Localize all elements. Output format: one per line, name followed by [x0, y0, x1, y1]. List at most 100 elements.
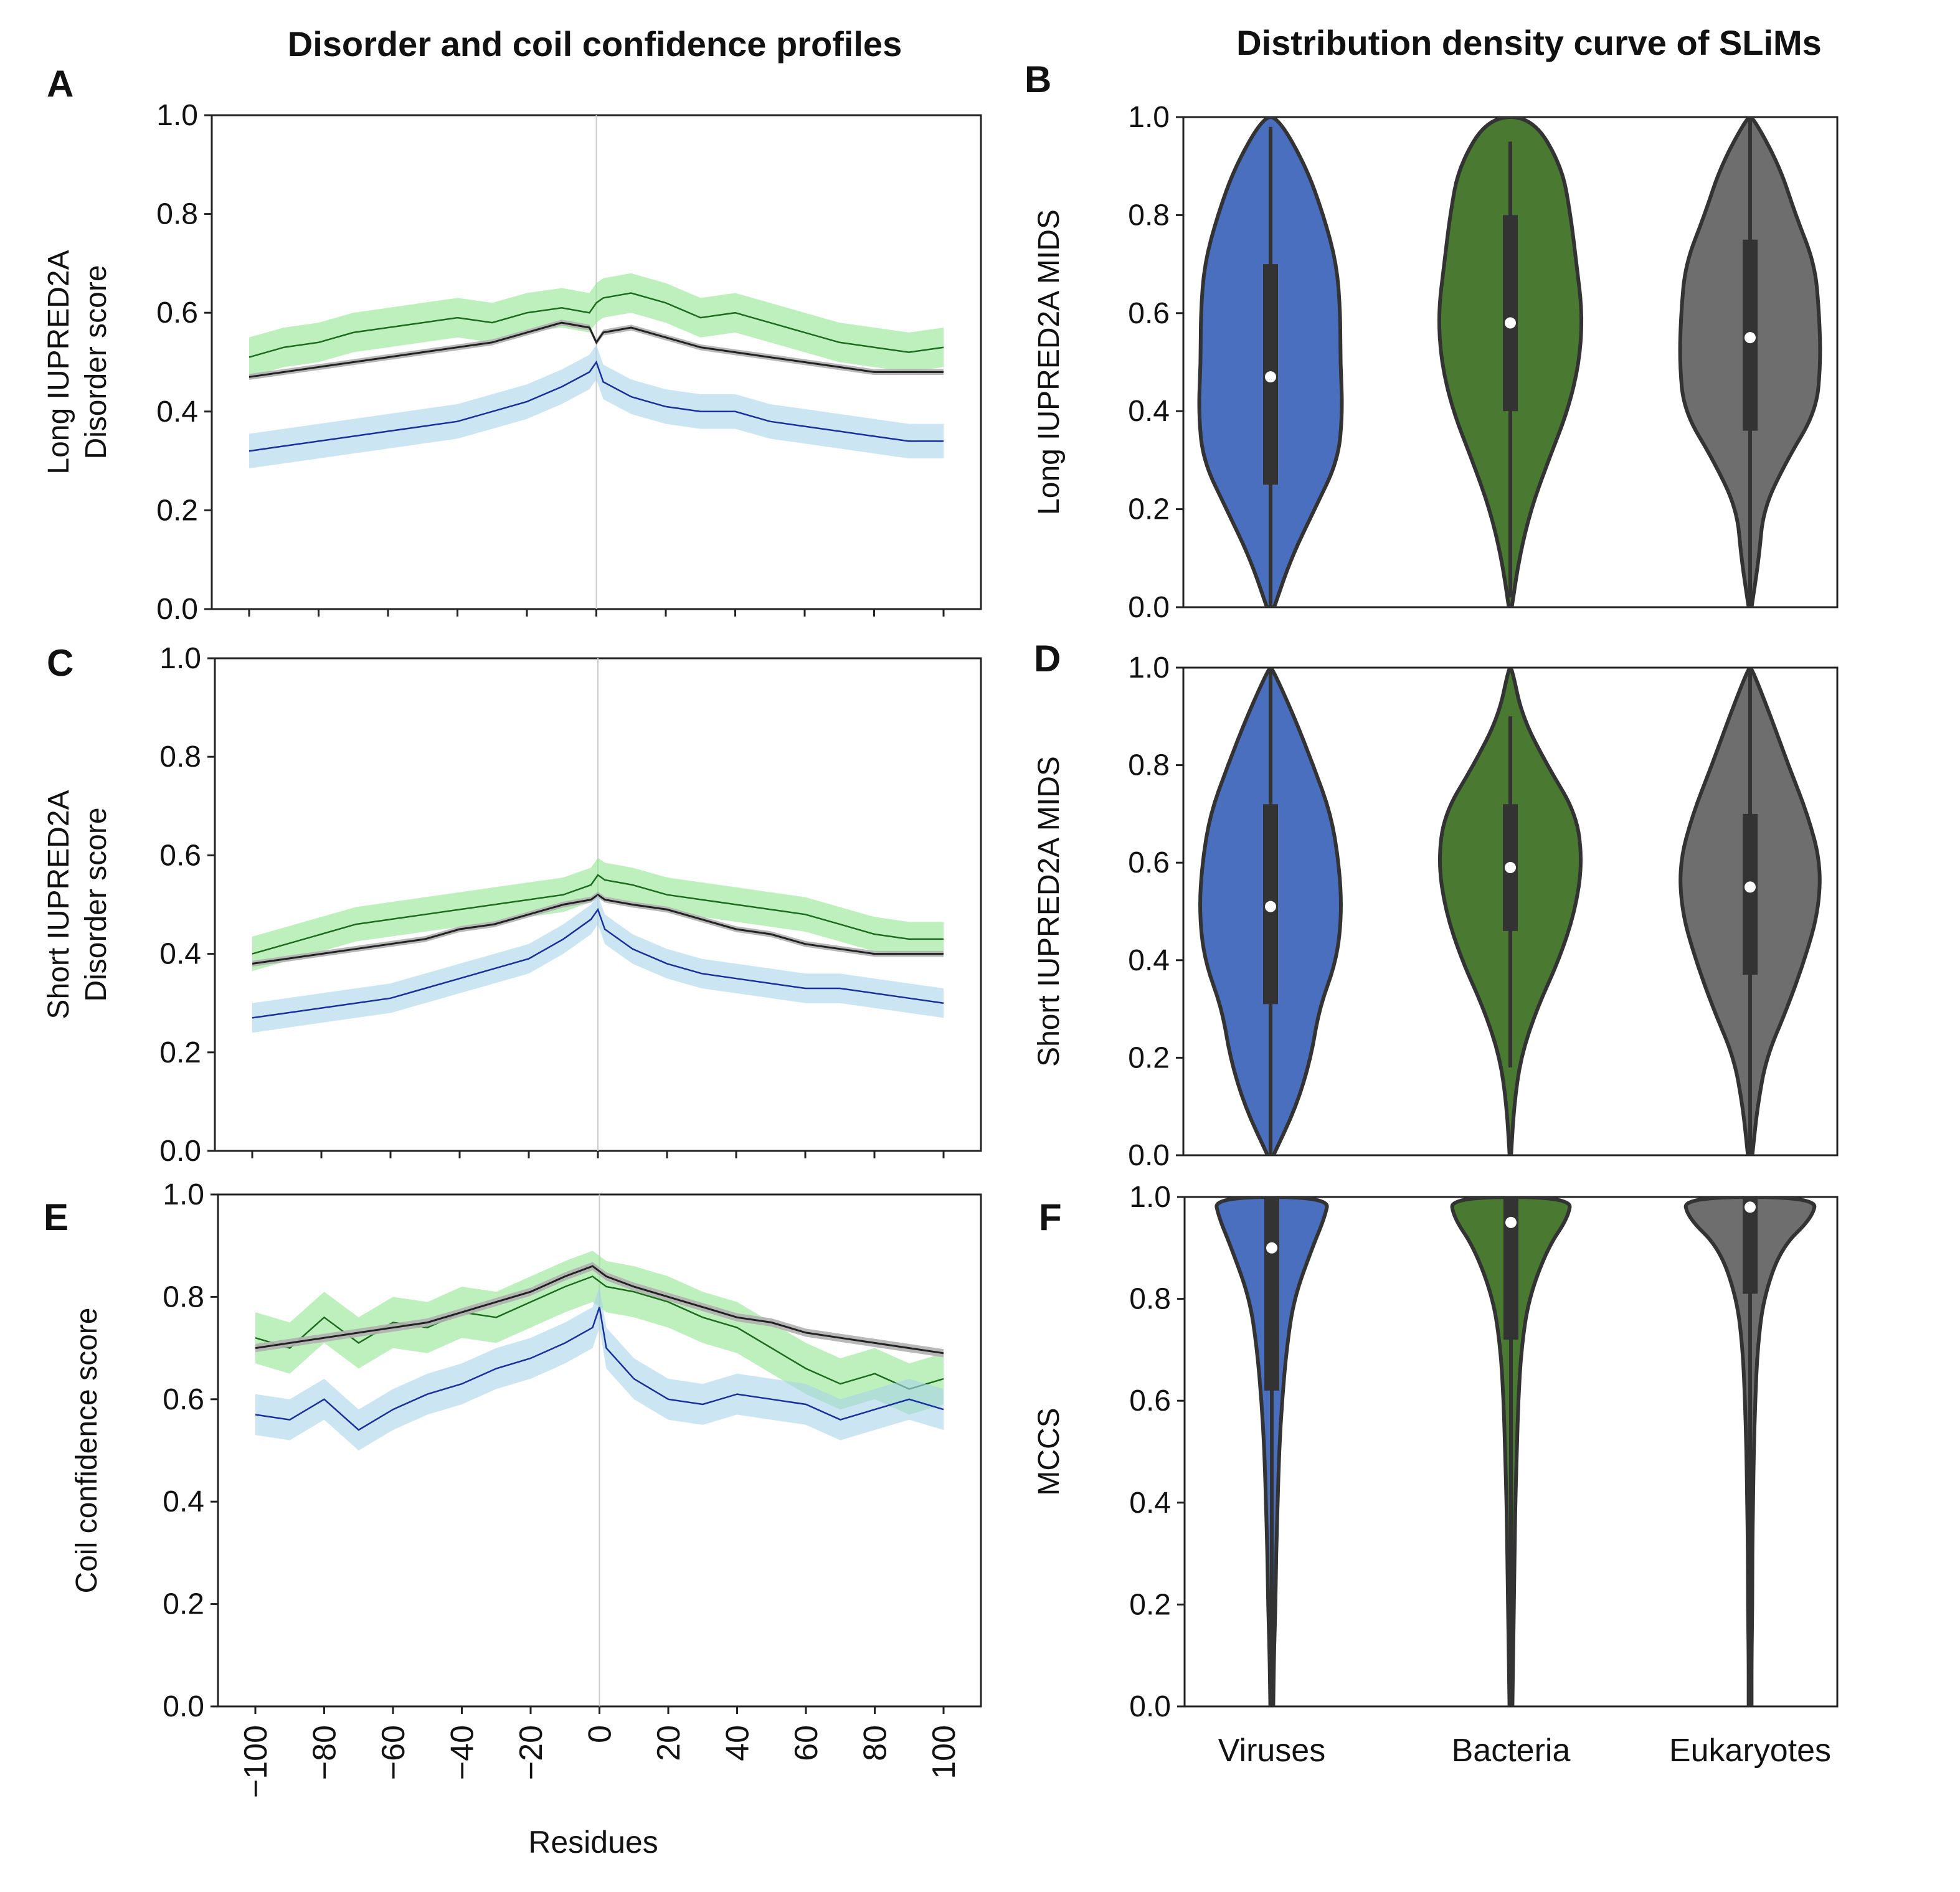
panel-letter-e: E [44, 1196, 69, 1238]
y-axis-label-line2: Disorder score [80, 807, 113, 1001]
y-tick-label: 0.6 [1128, 846, 1170, 879]
y-tick-label: 0.0 [163, 1690, 204, 1723]
violin-group [1214, 1197, 1817, 1706]
x-tick-label: 20 [651, 1725, 687, 1761]
violin-median-dot [1505, 862, 1516, 874]
panel-a-line-chart: 0.0 0.2 0.4 0.6 0.8 1.0 Long IUPRED2A Disorder … [42, 99, 982, 626]
y-axis-label: Coil confidence score [70, 1308, 103, 1594]
series-band-bacteria [249, 273, 944, 377]
violin-median-dot [1266, 1242, 1277, 1254]
x-tick-label: 100 [926, 1725, 962, 1779]
y-tick-label: 0.6 [163, 1383, 204, 1416]
violin-median-dot [1265, 901, 1276, 912]
y-tick-label: 0.8 [156, 198, 198, 231]
violin-median-dot [1505, 1216, 1517, 1228]
y-axis-label: MCCS [1033, 1407, 1066, 1495]
y-tick-label: 1.0 [1128, 651, 1170, 684]
left-column-title: Disorder and coil confidence profiles [288, 24, 902, 64]
y-tick-label: 0.2 [1128, 1041, 1170, 1074]
y-tick-label: 0.4 [1128, 944, 1170, 977]
y-tick-label: 0.6 [159, 839, 201, 872]
y-tick-label: 1.0 [1128, 101, 1170, 134]
x-tick-label: 40 [720, 1725, 756, 1761]
y-tick-label: 0.0 [1129, 1690, 1171, 1723]
x-tick-label: −40 [445, 1725, 481, 1780]
y-tick-label: 0.6 [1128, 297, 1170, 330]
y-tick-label: 0.8 [1128, 749, 1170, 782]
category-label-viruses: Viruses [1218, 1733, 1325, 1769]
violin-median-dot [1745, 881, 1756, 893]
y-tick-label: 0.2 [163, 1588, 204, 1621]
y-axis-label: Long IUPRED2A MIDS [1033, 209, 1066, 515]
y-tick-label: 0.4 [156, 395, 198, 428]
y-tick-label: 0.0 [159, 1135, 201, 1168]
series-band-viruses [252, 894, 944, 1033]
y-tick-label: 1.0 [156, 99, 198, 132]
violin-median-dot [1745, 332, 1756, 344]
y-tick-label: 0.8 [1128, 199, 1170, 232]
y-tick-label: 0.4 [1129, 1487, 1171, 1520]
y-tick-label: 0.2 [1129, 1588, 1171, 1621]
x-tick-label: −80 [307, 1725, 343, 1780]
panel-letter-f: F [1039, 1196, 1062, 1238]
category-label-bacteria: Bacteria [1452, 1733, 1571, 1769]
violin-iqr-box [1743, 813, 1758, 975]
violin-iqr-box [1264, 1197, 1279, 1391]
x-tick-label: −60 [376, 1725, 412, 1780]
y-tick-label: 0.8 [159, 740, 201, 773]
panel-letter-c: C [47, 642, 73, 684]
violin-median-dot [1265, 371, 1276, 383]
y-axis-label-line1: Long IUPRED2A [42, 250, 75, 474]
y-tick-label: 0.4 [163, 1485, 204, 1518]
violin-group [1198, 668, 1822, 1155]
series-line-bacteria [249, 292, 944, 358]
y-tick-label: 0.4 [1128, 395, 1170, 428]
x-tick-label: −100 [238, 1725, 274, 1798]
y-tick-label: 0.4 [159, 938, 201, 971]
violin-median-dot [1505, 317, 1516, 329]
series-band-viruses [249, 344, 944, 468]
series-line-all [255, 1265, 944, 1355]
violin-median-dot [1745, 1201, 1756, 1213]
y-tick-label: 0.6 [1129, 1384, 1171, 1417]
y-tick-label: 0.6 [156, 296, 198, 329]
panel-e-line-chart: 0.0 0.2 0.4 0.6 0.8 1.0 Coil confidence score −… [70, 1178, 982, 1860]
y-tick-label: 1.0 [1129, 1181, 1171, 1214]
series-line-bacteria [252, 874, 944, 955]
series-band-viruses [255, 1287, 944, 1450]
series-line-viruses [255, 1307, 944, 1431]
y-tick-label: 0.0 [156, 593, 198, 626]
y-tick-label: 0.2 [159, 1036, 201, 1069]
violin-iqr-box [1503, 215, 1518, 412]
y-tick-label: 1.0 [159, 642, 201, 675]
y-axis-label-line2: Disorder score [80, 265, 113, 459]
y-tick-label: 0.0 [1128, 1139, 1170, 1172]
panel-d-violin-chart: 0.0 0.2 0.4 0.6 0.8 1.0 Short IUPRED2A MIDS [1033, 651, 1839, 1172]
x-tick-label: 0 [582, 1725, 618, 1743]
y-tick-label: 0.8 [1129, 1283, 1171, 1316]
panel-f-violin-chart: 0.0 0.2 0.4 0.6 0.8 1.0 MCCS Viruses Bacteria Euk… [1033, 1181, 1839, 1769]
x-tick-label: 60 [788, 1725, 825, 1761]
y-tick-label: 0.8 [163, 1280, 204, 1313]
y-axis-label-line1: Short IUPRED2A [42, 790, 75, 1019]
panel-letter-b: B [1025, 59, 1051, 100]
panel-letter-d: D [1034, 638, 1061, 679]
panel-b-violin-chart: 0.0 0.2 0.4 0.6 0.8 1.0 Long IUPRED2A MIDS [1033, 101, 1839, 624]
violin-iqr-box [1743, 1197, 1758, 1294]
series-line-viruses [249, 360, 944, 452]
panel-letter-a: A [47, 63, 73, 105]
right-column-title: Distribution density curve of SLiMs [1236, 23, 1822, 62]
panel-c-line-chart: 0.0 0.2 0.4 0.6 0.8 1.0 Short IUPRED2A Disorder… [42, 642, 982, 1168]
y-tick-label: 0.0 [1128, 591, 1170, 624]
series-line-all [249, 321, 944, 378]
series-band-all [249, 319, 944, 380]
x-tick-label: −20 [513, 1725, 549, 1780]
y-tick-label: 0.2 [1128, 493, 1170, 526]
x-axis-label: Residues [528, 1825, 658, 1860]
y-tick-label: 0.2 [156, 494, 198, 527]
series-line-viruses [252, 907, 944, 1019]
x-tick-label: 80 [858, 1725, 894, 1761]
y-tick-label: 1.0 [163, 1178, 204, 1211]
violin-group [1197, 117, 1822, 607]
